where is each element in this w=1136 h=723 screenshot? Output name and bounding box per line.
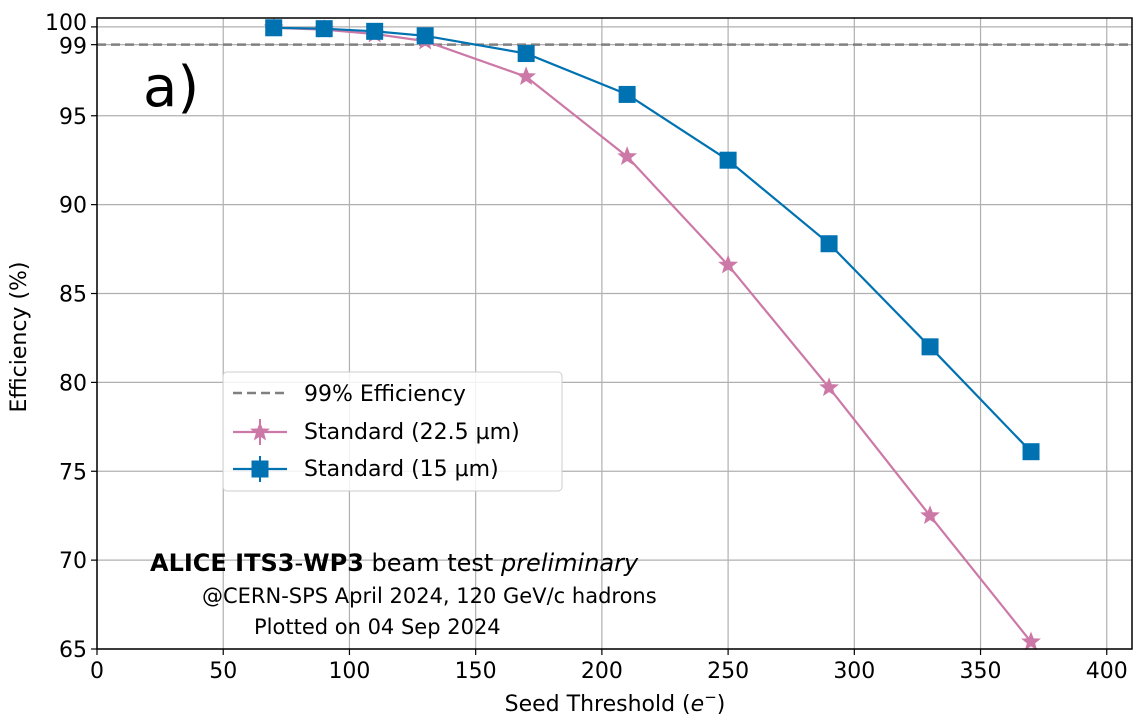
annotation-line2: @CERN-SPS April 2024, 120 GeV/c hadrons	[202, 584, 657, 608]
annotation-title: ALICE ITS3-WP3 beam test preliminary	[150, 549, 639, 577]
y-tick-label: 100	[45, 11, 87, 36]
data-point-star	[1021, 631, 1041, 651]
x-tick-label: 400	[1086, 659, 1128, 684]
annotation-line3: Plotted on 04 Sep 2024	[254, 615, 501, 639]
data-point-square	[1022, 443, 1040, 461]
data-point-square	[820, 235, 838, 253]
x-tick-label: 100	[328, 659, 370, 684]
series-line-2	[273, 26, 1032, 453]
legend-swatch-series-2	[233, 456, 287, 482]
data-point-star	[516, 66, 537, 86]
plot-frame	[96, 17, 1133, 650]
y-tick-label: 95	[59, 105, 87, 130]
x-tick-label: 350	[960, 659, 1002, 684]
legend-label-series-1: Standard (22.5 µm)	[304, 420, 520, 445]
data-point-star	[718, 254, 739, 274]
x-tick-label: 50	[209, 659, 237, 684]
y-tick-label: 75	[59, 460, 87, 485]
annotation-block: ALICE ITS3-WP3 beam test preliminary @CE…	[150, 549, 657, 639]
legend-swatch-series-1	[233, 419, 287, 445]
legend-label-series-2: Standard (15 µm)	[304, 457, 499, 482]
x-tick-label: 300	[833, 659, 875, 684]
series-group	[263, 17, 1041, 651]
legend-label-reference: 99% Efficiency	[304, 382, 466, 407]
data-point-square	[719, 151, 737, 169]
data-point-square	[315, 20, 333, 38]
data-point-square	[618, 85, 636, 103]
data-point-square	[517, 45, 535, 63]
data-point-square	[921, 338, 939, 356]
panel-label: a)	[143, 55, 199, 120]
y-tick-label: 90	[59, 194, 87, 219]
series-line-1	[273, 26, 1032, 643]
data-point-star	[819, 377, 839, 397]
y-tick-label: 85	[59, 283, 87, 308]
y-tick-label: 80	[59, 371, 87, 396]
y-axis-label: Efficiency (%)	[7, 261, 32, 412]
x-tick-label: 0	[90, 659, 104, 684]
data-point-square	[416, 27, 434, 45]
legend: 99% Efficiency Standard (22.5 µm) Standa…	[222, 371, 563, 492]
data-point-star	[617, 146, 638, 166]
y-tick-label: 70	[59, 549, 87, 574]
x-tick-label: 250	[707, 659, 749, 684]
tick-group: 0 50 100 150 200 250 300 350 400 65 70 75 80 85 90 95 99…	[45, 11, 1128, 684]
y-tick-label: 99	[59, 35, 87, 60]
legend-box	[222, 371, 563, 492]
data-point-star	[250, 421, 270, 441]
x-axis-label: Seed Threshold (e−)	[505, 688, 726, 717]
x-tick-label: 150	[455, 659, 497, 684]
data-point-square	[265, 19, 283, 37]
x-tick-label: 200	[581, 659, 623, 684]
y-tick-label: 65	[59, 638, 87, 663]
data-point-square	[251, 460, 269, 478]
data-point-square	[366, 22, 384, 40]
series-2	[265, 19, 1040, 461]
data-point-star	[920, 505, 940, 525]
